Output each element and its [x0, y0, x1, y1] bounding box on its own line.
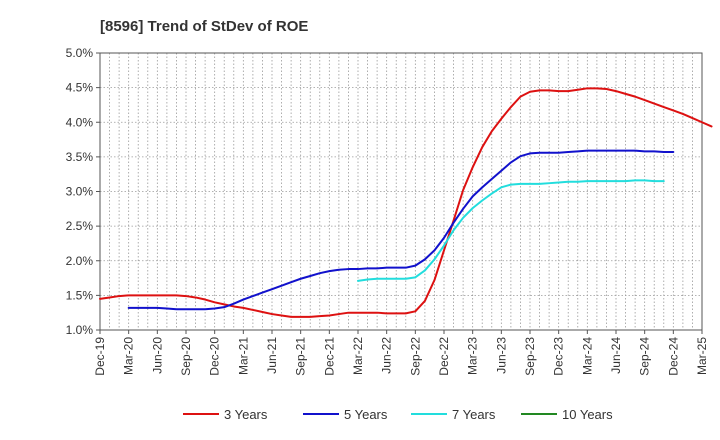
x-tick-label: Dec-21	[322, 337, 336, 376]
legend-entry: 5 Years	[303, 407, 388, 422]
x-tick-label: Mar-20	[122, 337, 136, 375]
x-tick-label: Jun-22	[380, 337, 394, 374]
x-tick-label: Jun-23	[494, 337, 508, 374]
chart-title: [8596] Trend of StDev of ROE	[100, 18, 308, 35]
plot-grid	[99, 52, 703, 331]
y-tick-label: 5.0%	[66, 46, 94, 60]
x-tick-label: Sep-21	[294, 337, 308, 376]
x-tick-label: Sep-23	[523, 337, 537, 376]
x-tick-label: Mar-24	[580, 337, 594, 375]
legend-entry: 7 Years	[411, 407, 496, 422]
y-tick-label: 4.5%	[66, 81, 94, 95]
legend-entry: 3 Years	[183, 407, 268, 422]
y-tick-label: 3.5%	[66, 150, 94, 164]
y-axis: 1.0% 1.5% 2.0% 2.5% 3.0% 3.5% 4.0% 4.5% 5.0%	[66, 46, 100, 337]
legend-label: 7 Years	[452, 407, 496, 422]
legend-label: 10 Years	[562, 407, 613, 422]
x-tick-label: Mar-25	[695, 337, 709, 375]
x-tick-label: Dec-20	[208, 337, 222, 376]
x-tick-label: Mar-22	[351, 337, 365, 375]
x-tick-label: Jun-20	[150, 337, 164, 374]
legend: 3 Years 5 Years 7 Years 10 Years	[183, 407, 613, 422]
x-tick-label: Dec-23	[552, 337, 566, 376]
y-tick-label: 2.5%	[66, 219, 94, 233]
series-line-2	[127, 149, 675, 311]
x-tick-label: Sep-22	[408, 337, 422, 376]
series-line-1	[99, 87, 713, 318]
x-tick-label: Dec-24	[666, 337, 680, 376]
x-axis: Dec-19 Mar-20 Jun-20 Sep-20 Dec-20 Mar-21 Jun-…	[93, 330, 709, 376]
series-line-3	[357, 179, 665, 282]
x-tick-label: Jun-21	[265, 337, 279, 374]
series-layer	[99, 87, 713, 318]
x-tick-label: Mar-23	[466, 337, 480, 375]
y-tick-label: 1.0%	[66, 323, 94, 337]
y-tick-label: 1.5%	[66, 288, 94, 302]
x-tick-label: Jun-24	[609, 337, 623, 374]
legend-entry: 10 Years	[521, 407, 613, 422]
legend-label: 3 Years	[224, 407, 268, 422]
y-tick-label: 2.0%	[66, 254, 94, 268]
x-tick-label: Sep-20	[179, 337, 193, 376]
x-tick-label: Mar-21	[236, 337, 250, 375]
y-tick-label: 4.0%	[66, 115, 94, 129]
y-tick-label: 3.0%	[66, 185, 94, 199]
legend-label: 5 Years	[344, 407, 388, 422]
x-tick-label: Dec-19	[93, 337, 107, 376]
x-tick-label: Dec-22	[437, 337, 451, 376]
x-tick-label: Sep-24	[638, 337, 652, 376]
